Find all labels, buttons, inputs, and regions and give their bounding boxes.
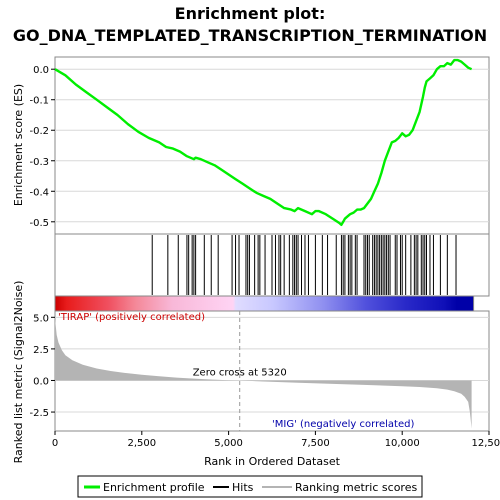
rank-y-tick-label: 2.5	[33, 345, 49, 356]
rank-x-tick-label: 12,500	[472, 438, 500, 449]
enrichment-profile-line	[54, 58, 473, 227]
rank-y-tick-label: -2.5	[29, 408, 49, 419]
rank-heatmap-bar	[54, 295, 475, 312]
es-y-axis-label: Enrichment score (ES)	[12, 84, 25, 206]
rank-y-tick-label: 5.0	[33, 313, 49, 324]
es-y-tick-label: -0.2	[29, 126, 49, 137]
es-panel-frame	[54, 56, 490, 235]
negative-correlation-label: 'MIG' (negatively correlated)	[272, 419, 414, 430]
hits-marks	[151, 235, 457, 295]
rank-y-tick-label: 0.0	[33, 376, 49, 387]
legend: Enrichment profile Hits Ranking metric s…	[77, 475, 423, 498]
rank-metric-panel: Zero cross at 5320 'TIRAP' (positively c…	[12, 281, 500, 468]
hits-panel	[54, 233, 490, 297]
rank-x-axis: 0 2,500 5,000 7,500 10,000 12,500	[52, 431, 500, 449]
es-panel: 0.0 -0.1 -0.2 -0.3 -0.4 -0.5 Enrichment score…	[12, 56, 490, 235]
rank-heatmap-gradient	[54, 295, 475, 312]
es-y-tick-label: 0.0	[33, 65, 49, 76]
positive-correlation-label: 'TIRAP' (positively correlated)	[58, 312, 205, 323]
rank-y-axis: 5.0 2.5 0.0 -2.5	[29, 313, 55, 419]
rank-x-tick-label: 7,500	[301, 438, 330, 449]
legend-label-hits: Hits	[232, 481, 254, 494]
rank-x-tick-label: 0	[52, 438, 58, 449]
chart-title-line2: GO_DNA_TEMPLATED_TRANSCRIPTION_TERMINATI…	[13, 26, 487, 45]
es-y-tick-label: -0.5	[29, 218, 49, 229]
legend-label-ranking-metric: Ranking metric scores	[295, 481, 417, 494]
legend-box	[77, 475, 423, 498]
es-y-tick-label: -0.1	[29, 96, 49, 107]
rank-x-axis-label: Rank in Ordered Dataset	[204, 455, 341, 468]
es-y-axis: 0.0 -0.1 -0.2 -0.3 -0.4 -0.5	[29, 65, 55, 229]
legend-label-enrichment-profile: Enrichment profile	[103, 481, 205, 494]
zero-cross-label: Zero cross at 5320	[193, 367, 287, 378]
rank-x-tick-label: 10,000	[385, 438, 420, 449]
rank-x-tick-label: 5,000	[214, 438, 243, 449]
rank-panel-frame	[54, 310, 490, 432]
rank-x-tick-label: 2,500	[127, 438, 156, 449]
es-gridlines	[55, 68, 489, 223]
rank-y-axis-label: Ranked list metric (Signal2Noise)	[12, 281, 25, 464]
chart-title-line1: Enrichment plot:	[175, 4, 326, 23]
es-y-tick-label: -0.3	[29, 157, 49, 168]
es-y-tick-label: -0.4	[29, 187, 49, 198]
